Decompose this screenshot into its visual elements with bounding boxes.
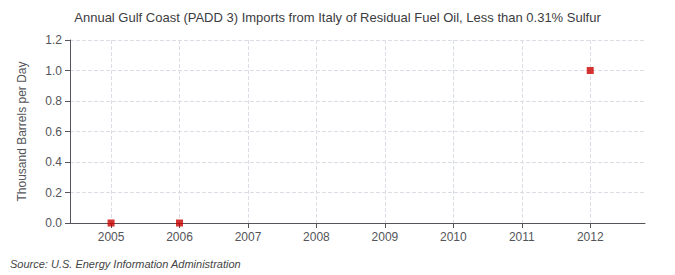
svg-text:2009: 2009: [372, 230, 399, 244]
svg-text:0.8: 0.8: [45, 94, 62, 108]
svg-text:0.0: 0.0: [45, 216, 62, 230]
svg-text:2008: 2008: [303, 230, 330, 244]
svg-text:0.2: 0.2: [45, 186, 62, 200]
svg-text:2011: 2011: [509, 230, 535, 244]
svg-text:Annual Gulf Coast (PADD 3) Imp: Annual Gulf Coast (PADD 3) Imports from …: [74, 10, 601, 25]
svg-text:Thousand Barrels per Day: Thousand Barrels per Day: [15, 61, 29, 201]
svg-text:1.0: 1.0: [45, 64, 62, 78]
svg-text:0.6: 0.6: [45, 125, 62, 139]
svg-text:Source: U.S. Energy Informatio: Source: U.S. Energy Information Administ…: [10, 258, 241, 270]
svg-text:0.4: 0.4: [45, 155, 62, 169]
svg-text:2006: 2006: [166, 230, 193, 244]
svg-text:1.2: 1.2: [45, 33, 62, 47]
svg-text:2007: 2007: [235, 230, 262, 244]
svg-text:2010: 2010: [440, 230, 467, 244]
svg-text:2005: 2005: [98, 230, 125, 244]
svg-text:2012: 2012: [577, 230, 604, 244]
